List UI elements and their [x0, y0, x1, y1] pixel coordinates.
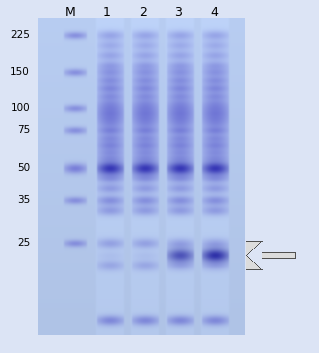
Text: 75: 75 [17, 125, 30, 135]
Text: 1: 1 [103, 6, 111, 18]
Text: 225: 225 [10, 30, 30, 40]
Text: 2: 2 [139, 6, 147, 18]
Text: 25: 25 [17, 238, 30, 248]
Text: M: M [65, 6, 75, 18]
Text: 3: 3 [174, 6, 182, 18]
Text: 150: 150 [10, 67, 30, 77]
Text: 4: 4 [210, 6, 218, 18]
Text: 35: 35 [17, 195, 30, 205]
Text: 100: 100 [11, 103, 30, 113]
Text: 50: 50 [17, 163, 30, 173]
